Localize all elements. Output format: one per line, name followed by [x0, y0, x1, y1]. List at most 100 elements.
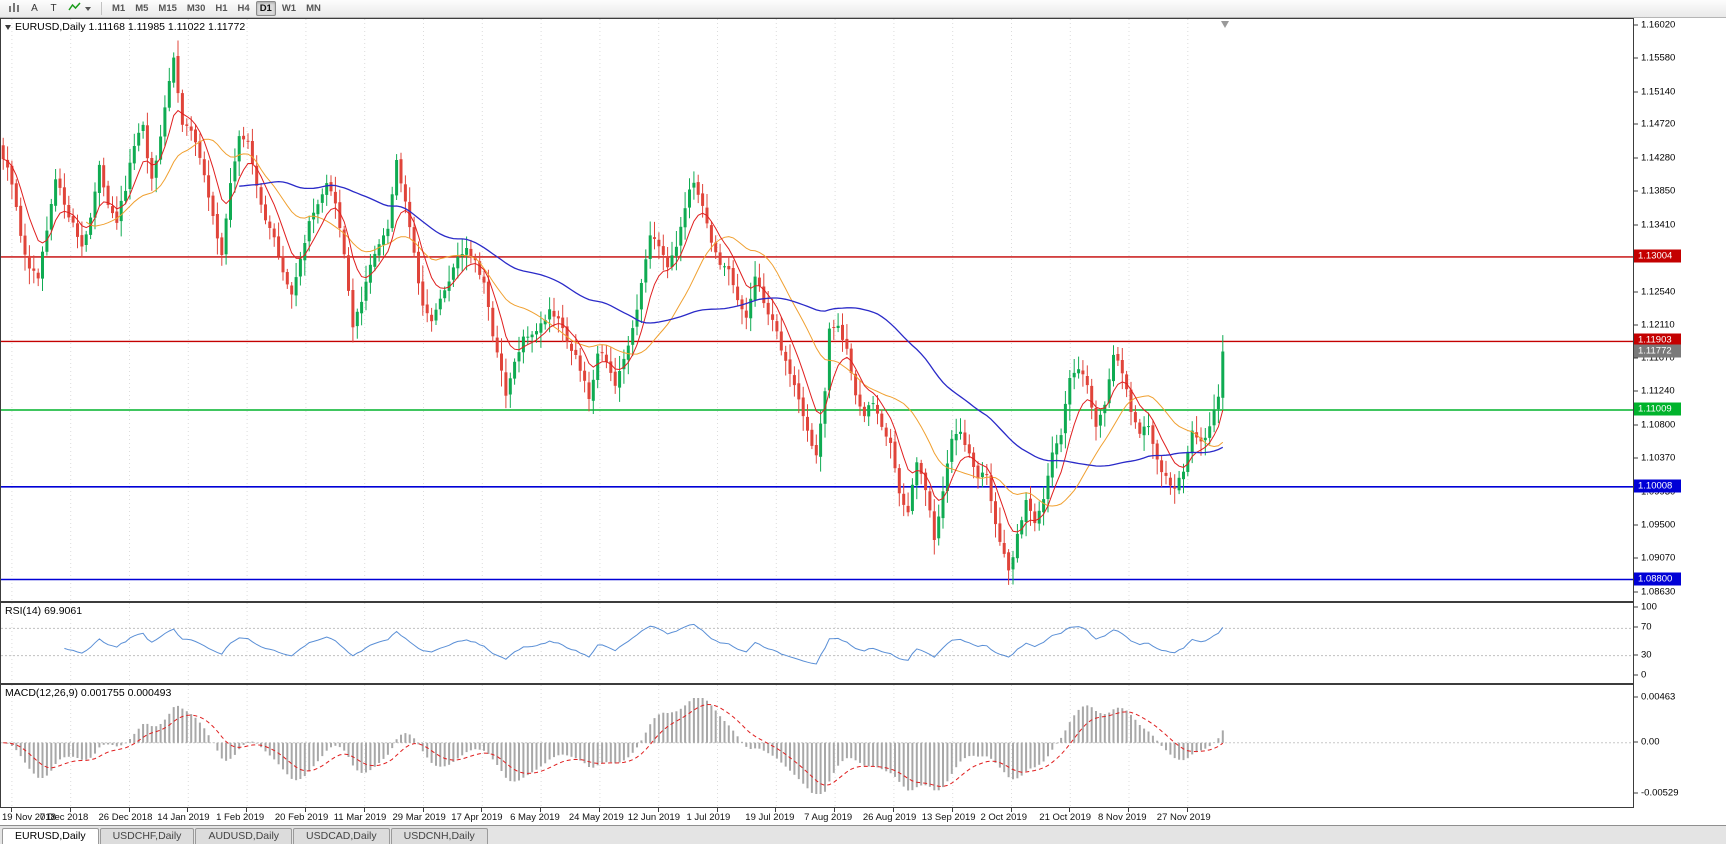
text-tool-button[interactable]: T [50, 3, 57, 14]
price-tick-label: 1.11670 [1641, 352, 1675, 364]
tab-usdchf-daily[interactable]: USDCHF,Daily [99, 828, 195, 844]
time-tick-mark [657, 808, 659, 812]
price-tick-mark [1634, 190, 1638, 192]
time-tick-mark [10, 808, 12, 812]
rsi-tick-mark [1634, 626, 1638, 628]
time-tick-mark [775, 808, 777, 812]
date-label: 17 Apr 2019 [451, 812, 503, 823]
macd-tick-label: 0.00463 [1641, 691, 1676, 703]
timeframe-h1-button[interactable]: H1 [215, 3, 228, 14]
macd-tick-label: -0.00529 [1641, 787, 1679, 799]
tab-usdcnh-daily[interactable]: USDCNH,Daily [390, 828, 488, 844]
time-tick-mark [246, 808, 248, 812]
time-axis-row: 19 Nov 2018 7 Dec 2018 26 Dec 2018 14 Jan 2… [0, 808, 1726, 825]
timeframe-m1-button[interactable]: M1 [112, 3, 126, 14]
timeframe-h4-button[interactable]: H4 [237, 3, 250, 14]
macd-tick-mark [1634, 696, 1638, 698]
price-tick-mark [1634, 557, 1638, 559]
rsi-pane: RSI(14) 69.9061 100 70 30 0 [0, 602, 1726, 684]
rsi-tick-mark [1634, 606, 1638, 608]
timeframe-w1-button[interactable]: W1 [281, 3, 297, 14]
indicator-zigzag-icon [68, 1, 82, 16]
time-tick-mark [481, 808, 483, 812]
date-label: 19 Nov 2018 [2, 812, 56, 823]
tab-usdcad-daily[interactable]: USDCAD,Daily [293, 828, 390, 844]
price-tick-label: 1.13850 [1641, 185, 1676, 197]
rsi-plot[interactable]: RSI(14) 69.9061 [0, 602, 1634, 684]
price-line-tag: 1.11903 [1634, 333, 1681, 347]
date-label: 21 Oct 2019 [1039, 812, 1092, 823]
timeframe-m15-button[interactable]: M15 [158, 3, 177, 14]
date-label: 26 Aug 2019 [862, 812, 917, 823]
time-tick-mark [187, 808, 189, 812]
time-tick-mark [716, 808, 718, 812]
time-tick-mark [1010, 808, 1012, 812]
price-line-tag: 1.11009 [1634, 402, 1681, 416]
tab-audusd-daily[interactable]: AUDUSD,Daily [195, 828, 293, 844]
time-tick-mark [128, 808, 130, 812]
rsi-axis[interactable]: 100 70 30 0 [1634, 602, 1726, 684]
timeframe-m5-button[interactable]: M5 [135, 3, 149, 14]
price-tick-mark [1634, 324, 1638, 325]
time-tick-mark [598, 808, 600, 812]
macd-axis[interactable]: 0.00463 0.00 -0.00529 [1634, 684, 1726, 808]
time-tick-mark [951, 808, 953, 812]
date-label: 1 Jul 2019 [686, 812, 731, 823]
new-chart-button[interactable] [4, 1, 24, 16]
rsi-label-text: RSI(14) 69.9061 [5, 605, 83, 617]
time-tick-mark [834, 808, 836, 812]
date-label: 20 Feb 2019 [274, 812, 329, 823]
chart-tab-bar: EURUSD,Daily USDCHF,Daily AUDUSD,Daily U… [0, 825, 1726, 844]
rsi-tick-label: 30 [1641, 649, 1652, 661]
date-label: 24 May 2019 [568, 812, 624, 823]
price-tick-mark [1634, 123, 1638, 125]
rsi-tick-label: 0 [1641, 669, 1647, 681]
date-label: 29 Mar 2019 [392, 812, 446, 823]
price-tick-label: 1.13410 [1641, 219, 1676, 231]
date-label: 7 Dec 2018 [39, 812, 89, 823]
chart-ohlc-text: EURUSD,Daily 1.11168 1.11985 1.11022 1.1… [15, 21, 246, 33]
date-label: 14 Jan 2019 [157, 812, 210, 823]
time-tick-mark [1128, 808, 1129, 812]
timeframe-m30-button[interactable]: M30 [186, 3, 206, 14]
price-tick-label: 1.09500 [1641, 519, 1676, 531]
time-tick-mark [422, 808, 424, 812]
tab-eurusd-daily[interactable]: EURUSD,Daily [2, 828, 99, 844]
macd-tick-label: 0.00 [1641, 736, 1660, 748]
macd-tick-mark [1634, 792, 1638, 794]
price-tick-label: 1.12540 [1641, 286, 1676, 297]
price-tick-label: 1.15140 [1641, 86, 1676, 98]
price-chart-plot[interactable]: EURUSD,Daily 1.11168 1.11985 1.11022 1.1… [0, 18, 1634, 602]
price-axis[interactable]: 1.16020 1.15580 1.15140 1.14720 1.14280 1.138… [1634, 18, 1726, 602]
time-tick-mark [304, 808, 306, 812]
timeframe-d1-button[interactable]: D1 [255, 1, 276, 16]
date-label: 13 Sep 2019 [921, 812, 976, 823]
date-label: 6 May 2019 [510, 812, 560, 823]
date-label: 19 Jul 2019 [745, 812, 795, 823]
cursor-tool-button[interactable]: A [31, 3, 38, 14]
price-tick-label: 1.15580 [1641, 52, 1676, 64]
price-tick-mark [1634, 424, 1638, 426]
price-tick-mark [1634, 57, 1638, 59]
toolbar-separator [101, 2, 102, 15]
price-tick-mark [1634, 291, 1638, 292]
price-line-tag: 1.11772 [1634, 344, 1681, 357]
indicators-menu-button[interactable] [64, 1, 95, 16]
date-label: 26 Dec 2018 [98, 812, 153, 823]
price-tick-mark [1634, 24, 1638, 25]
price-tick-mark [1634, 390, 1638, 392]
rsi-tick-mark [1634, 654, 1638, 656]
price-tick-label: 1.14720 [1641, 118, 1676, 130]
time-axis[interactable]: 19 Nov 2018 7 Dec 2018 26 Dec 2018 14 Jan 2… [0, 808, 1634, 825]
macd-plot[interactable]: MACD(12,26,9) 0.001755 0.000493 [0, 684, 1634, 808]
price-line-tag: 1.10008 [1634, 479, 1681, 493]
price-tick-label: 1.09070 [1641, 552, 1676, 564]
date-label: 8 Nov 2019 [1098, 812, 1147, 823]
symbol-caret-icon [5, 24, 11, 30]
rsi-tick-label: 70 [1641, 621, 1652, 633]
price-tick-label: 1.08630 [1641, 586, 1676, 598]
timeframe-mn-button[interactable]: MN [306, 3, 321, 14]
bar-chart-icon [8, 1, 20, 16]
price-tick-mark [1634, 457, 1638, 459]
